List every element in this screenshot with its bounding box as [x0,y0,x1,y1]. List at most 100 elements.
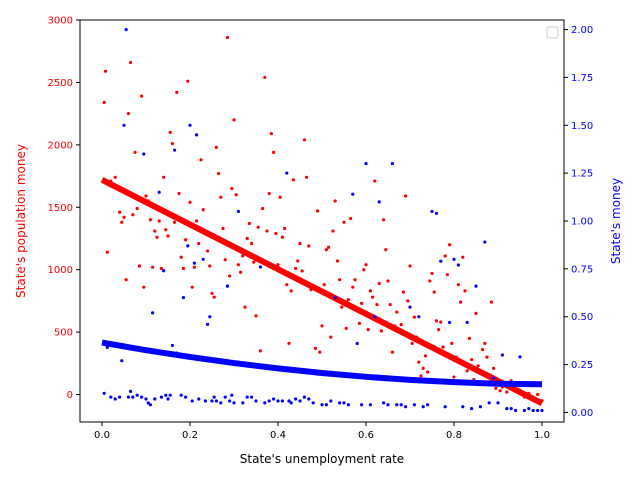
red-scatter-point [225,35,229,40]
red-scatter-point [137,264,141,268]
blue-scatter-point [203,399,207,403]
blue-scatter-point [399,403,403,407]
red-scatter-point [324,248,328,252]
red-scatter-point [313,346,317,350]
red-scatter-point [214,145,218,149]
red-scatter-point [186,79,190,83]
blue-scatter-point [320,403,324,407]
red-scatter-point [382,218,386,222]
y-right-tick-label: 1.50 [571,121,593,132]
red-scatter-point [470,357,474,362]
red-scatter-point [452,375,456,379]
red-scatter-point [417,360,421,364]
red-scatter-point [408,264,412,268]
red-scatter-point [432,290,436,294]
red-scatter-point [168,130,172,134]
red-scatter-point [206,249,210,253]
x-axis-label: State's unemployment rate [240,452,404,466]
blue-scatter-point [456,263,460,267]
blue-scatter-point [144,397,148,401]
blue-scatter-point [465,320,469,325]
blue-scatter-point [126,395,130,399]
red-scatter-point [113,175,117,179]
red-scatter-point [441,345,445,349]
blue-scatter-point [527,407,531,411]
blue-scatter-point [157,190,161,194]
blue-scatter-point [197,397,201,401]
red-scatter-point [307,244,311,248]
blue-scatter-point [122,123,126,127]
red-scatter-point [155,235,159,239]
red-scatter-point [483,341,487,345]
blue-scatter-point [307,397,311,401]
blue-scatter-point [168,393,172,397]
red-scatter-point [162,175,166,179]
red-scatter-point [219,195,223,199]
red-scatter-point [217,171,221,176]
red-scatter-point [360,301,364,305]
red-scatter-point [269,132,273,136]
red-scatter-point [349,216,353,221]
blue-scatter-point [390,161,394,166]
red-scatter-point [252,260,256,264]
blue-scatter-point [210,399,214,403]
red-scatter-point [322,283,326,287]
blue-scatter-point [492,376,496,380]
red-scatter-point [230,186,234,191]
red-scatter-point [410,341,414,345]
red-scatter-point [208,264,212,268]
blue-scatter-point [434,211,438,215]
blue-scatter-point [496,401,500,405]
red-scatter-point [399,323,403,327]
red-scatter-point [250,241,254,246]
red-scatter-point [327,245,331,249]
red-scatter-point [329,335,333,339]
red-scatter-point [212,295,216,299]
red-scatter-point [247,221,251,226]
red-scatter-point [456,283,460,287]
red-scatter-point [335,259,339,263]
red-scatter-point [144,194,148,198]
red-scatter-point [357,321,361,325]
axes-layer: State's unemployment rate State's popula… [14,16,623,467]
y-right-tick-label: 0.50 [571,312,593,323]
red-scatter-point [401,290,405,294]
y-right-tick-label: 2.00 [571,25,593,36]
red-scatter-point [223,258,227,262]
red-scatter-point [105,250,109,254]
blue-scatter-point [421,405,425,409]
red-scatter-point [291,178,295,182]
red-scatter-point [261,206,265,211]
blue-scatter-point [148,403,152,407]
red-scatter-point [384,248,388,252]
blue-scatter-point [404,405,408,409]
blue-scatter-point [166,397,170,401]
red-scatter-point [386,279,390,283]
red-scatter-point [437,328,441,332]
red-scatter-point [258,349,262,353]
y-left-tick-label: 0 [67,390,73,401]
red-scatter-point [135,206,139,211]
y-right-tick-label: 0.75 [571,264,593,275]
blue-scatter-point [201,257,205,261]
red-scatter-point [283,226,287,231]
blue-scatter-point [129,389,133,393]
plot-frame [79,19,565,423]
red-scatter-point [126,112,130,116]
red-scatter-point [476,364,480,368]
red-scatter-point [300,269,304,273]
blue-scatter-point [225,284,229,288]
red-scatter-point [267,191,271,196]
red-scatter-point [368,289,372,293]
red-scatter-point [184,238,188,242]
red-scatter-point [210,291,214,296]
red-scatter-point [285,283,289,287]
red-scatter-point [302,138,306,142]
red-scatter-point [289,289,293,293]
blue-scatter-point [131,395,135,399]
red-scatter-point [305,175,309,179]
red-scatter-point [159,266,163,271]
blue-scatter-point [531,408,535,413]
blue-scatter-point [338,401,342,405]
